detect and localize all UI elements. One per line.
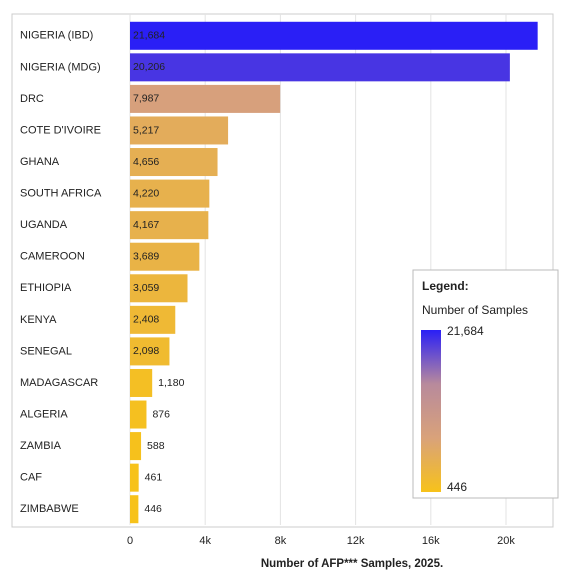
category-label: CAF — [20, 472, 42, 484]
bar — [130, 400, 147, 429]
x-tick-label: 16k — [422, 535, 440, 547]
bar — [130, 84, 281, 113]
legend-max-label: 21,684 — [447, 324, 484, 338]
bar — [130, 53, 510, 82]
value-label: 4,220 — [133, 187, 159, 199]
bar — [130, 148, 218, 177]
bar — [130, 21, 538, 50]
category-label: NIGERIA (IBD) — [20, 30, 93, 42]
bar — [130, 211, 209, 240]
value-label: 1,180 — [158, 377, 184, 389]
value-label: 3,059 — [133, 282, 159, 294]
category-label: KENYA — [20, 314, 57, 326]
value-label: 4,167 — [133, 219, 159, 231]
category-label: ETHIOPIA — [20, 282, 72, 294]
legend: Legend: Number of Samples 21,684 446 — [412, 269, 559, 499]
bar — [130, 463, 139, 492]
bar — [130, 179, 210, 208]
category-label: DRC — [20, 93, 44, 105]
category-label: ZIMBABWE — [20, 503, 79, 515]
x-tick-label: 8k — [275, 535, 287, 547]
category-label: ZAMBIA — [20, 440, 62, 452]
bar — [130, 495, 139, 524]
category-label: CAMEROON — [20, 251, 85, 263]
value-label: 2,408 — [133, 314, 159, 326]
legend-subtitle: Number of Samples — [422, 303, 528, 317]
x-tick-label: 4k — [199, 535, 211, 547]
category-label: ALGERIA — [20, 408, 68, 420]
value-label: 20,206 — [133, 61, 165, 73]
category-label: NIGERIA (MDG) — [20, 61, 101, 73]
bar — [130, 274, 188, 303]
x-tick-label: 20k — [497, 535, 515, 547]
bar — [130, 116, 229, 145]
value-label: 5,217 — [133, 124, 159, 136]
value-label: 446 — [144, 503, 162, 515]
bar — [130, 432, 142, 461]
value-label: 3,689 — [133, 251, 159, 263]
category-label: SENEGAL — [20, 345, 72, 357]
bar — [130, 305, 176, 334]
x-tick-label: 12k — [347, 535, 365, 547]
legend-min-label: 446 — [447, 480, 467, 494]
legend-gradient — [421, 330, 441, 492]
category-label: UGANDA — [20, 219, 68, 231]
x-tick-label: 0 — [127, 535, 133, 547]
value-label: 21,684 — [133, 30, 165, 42]
value-label: 876 — [152, 408, 170, 420]
legend-title: Legend: — [422, 279, 469, 293]
value-label: 588 — [147, 440, 165, 452]
value-label: 461 — [145, 471, 163, 483]
x-axis-title: Number of AFP*** Samples, 2025. — [261, 558, 443, 570]
bar — [130, 337, 170, 366]
value-label: 4,656 — [133, 156, 159, 168]
value-label: 7,987 — [133, 93, 159, 105]
category-label: COTE D'IVOIRE — [20, 124, 101, 136]
category-label: MADAGASCAR — [20, 377, 98, 389]
category-label: GHANA — [20, 156, 60, 168]
category-label: SOUTH AFRICA — [20, 188, 102, 200]
value-label: 2,098 — [133, 345, 159, 357]
bar — [130, 242, 200, 271]
bar — [130, 368, 153, 397]
